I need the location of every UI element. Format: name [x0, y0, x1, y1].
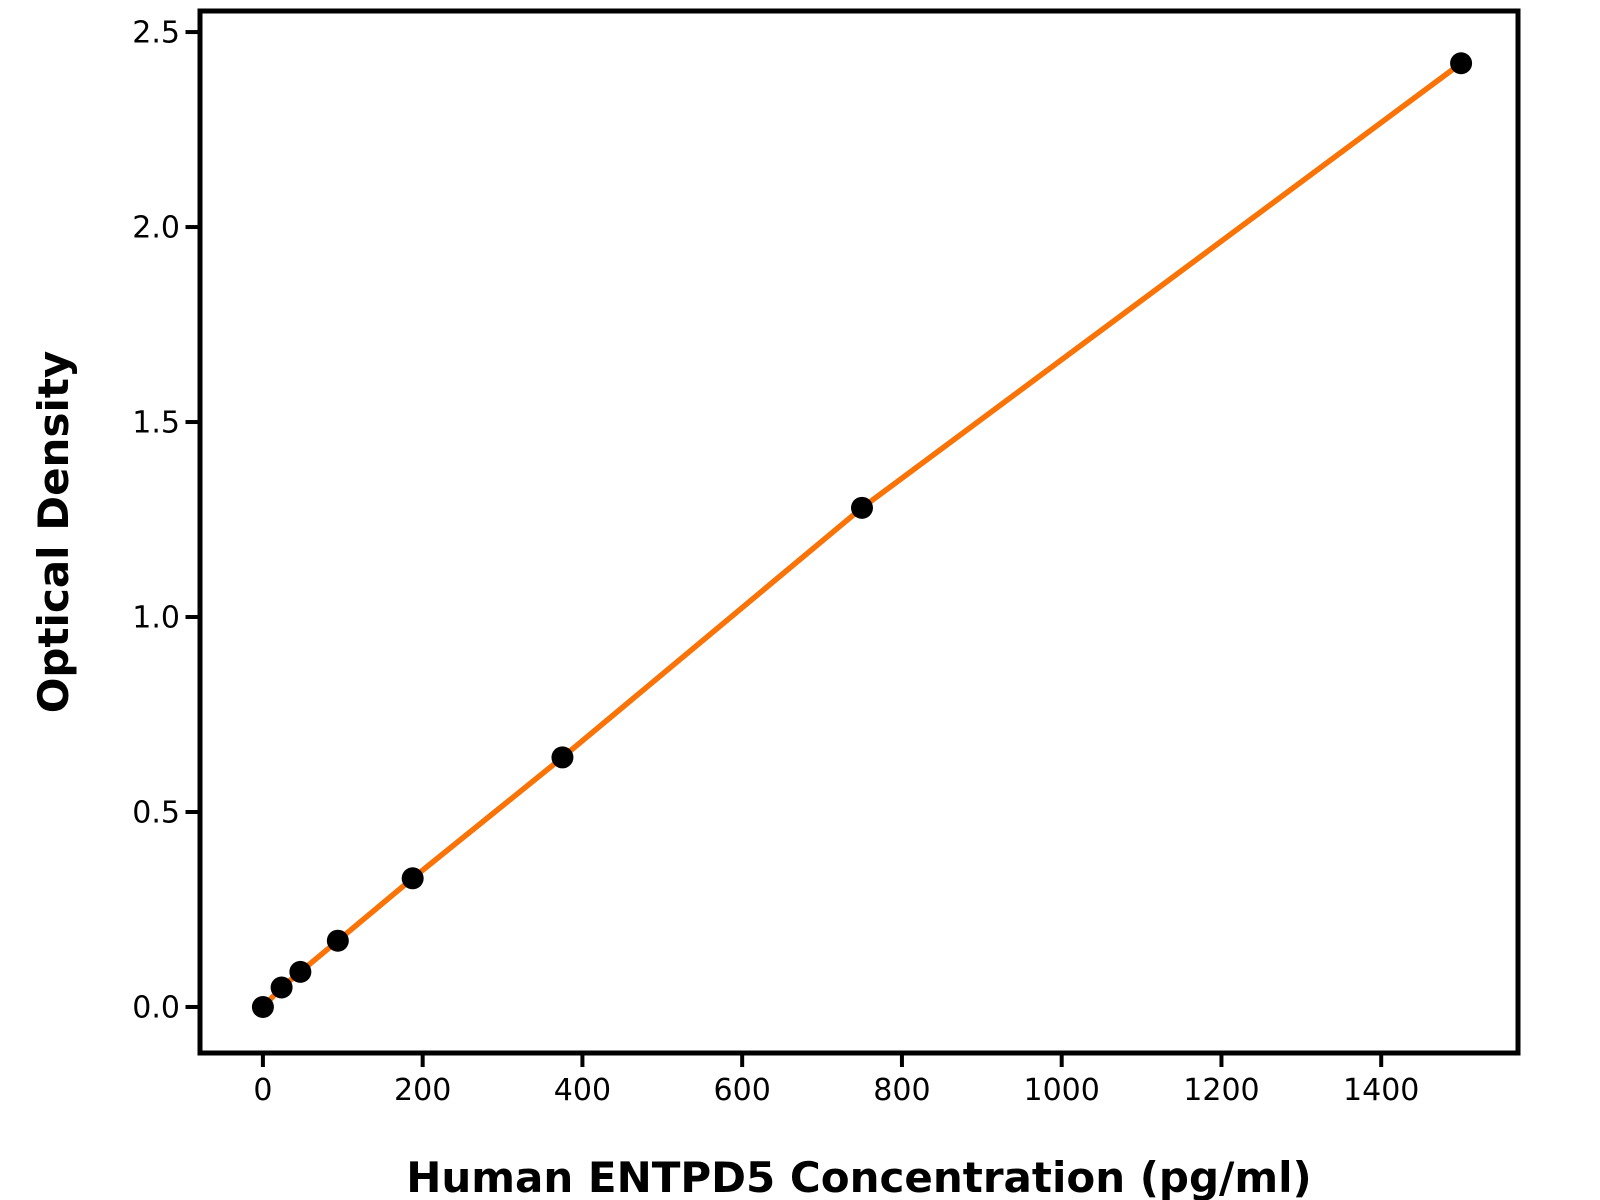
x-axis-tick-label: 1400	[1343, 1073, 1419, 1108]
x-axis-tick-label: 400	[554, 1073, 611, 1108]
y-axis-tick-label: 0.5	[132, 795, 180, 830]
y-axis-tick-label: 1.5	[132, 406, 180, 441]
data-point	[326, 929, 349, 952]
x-axis-tick-label: 200	[394, 1073, 451, 1108]
data-point	[1450, 52, 1473, 75]
data-point	[850, 496, 873, 519]
y-axis-tick-label: 1.0	[132, 601, 180, 636]
data-point	[289, 960, 312, 983]
data-point	[551, 746, 574, 769]
standard-curve-line	[260, 60, 1464, 1010]
y-axis-tick-label: 0.0	[132, 990, 180, 1025]
y-axis-tick-label: 2.5	[132, 16, 180, 51]
x-axis-tick-label: 600	[714, 1073, 771, 1108]
data-point	[401, 867, 424, 890]
axis-ticks: 0 200 400 600 800 1000 1200 1400 0.0 0.5 1.0 1.5 2.0…	[132, 16, 1419, 1108]
data-point	[251, 995, 274, 1018]
plot-border	[197, 8, 1521, 1056]
x-axis-title: Human ENTPD5 Concentration (pg/ml)	[406, 1153, 1312, 1200]
data-point	[270, 976, 293, 999]
x-axis-tick-label: 1200	[1183, 1073, 1259, 1108]
x-axis-tick-label: 1000	[1024, 1073, 1100, 1108]
y-axis-title: Optical Density	[29, 351, 78, 714]
x-axis-tick-label: 0	[253, 1073, 272, 1108]
data-series	[251, 52, 1473, 1018]
y-axis-tick-label: 2.0	[132, 211, 180, 246]
x-axis-tick-label: 800	[873, 1073, 930, 1108]
